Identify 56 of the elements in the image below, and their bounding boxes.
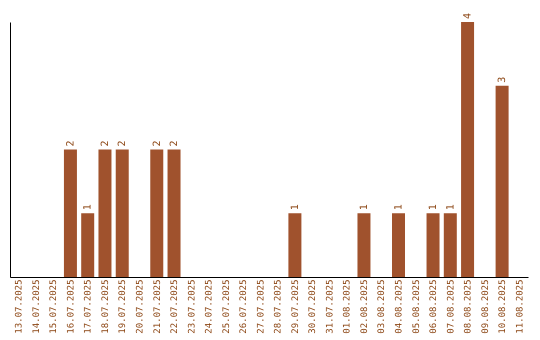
x-tick-label: 19.07.2025 [118,280,128,334]
bar [444,213,457,277]
x-tick-label: 04.08.2025 [394,280,404,334]
bar [116,150,129,277]
x-tick-label: 24.07.2025 [204,280,215,334]
data-label: 2 [100,140,111,146]
data-label: 1 [428,204,440,210]
bar [357,213,370,277]
data-label: 2 [117,140,128,146]
data-label: 1 [445,204,456,210]
x-tick-label: 26.07.2025 [239,280,250,334]
x-tick-label: 07.08.2025 [446,280,456,334]
bar [426,213,440,277]
bar [461,22,474,277]
x-tick-label: 30.07.2025 [308,280,318,334]
x-tick-label: 16.07.2025 [66,280,76,334]
data-label: 1 [394,204,404,210]
bar [64,150,77,277]
x-tick-label: 05.08.2025 [412,280,422,334]
x-tick-label: 23.07.2025 [187,280,198,334]
bar [288,213,302,277]
x-tick-label: 20.07.2025 [136,280,146,334]
data-label: 1 [358,204,370,210]
bar [81,213,94,277]
x-tick-label: 08.08.2025 [464,280,474,334]
x-tick-label: 03.08.2025 [377,280,388,334]
data-label: 2 [65,140,76,146]
bar [98,150,112,277]
x-tick-label: 18.07.2025 [100,280,111,334]
x-tick-label: 06.08.2025 [429,280,440,334]
x-tick-label: 17.07.2025 [84,280,94,334]
bar [168,150,181,277]
data-label: 2 [152,140,163,146]
x-tick-label: 14.07.2025 [32,280,42,334]
data-label: 2 [169,140,180,146]
x-tick-label: 13.07.2025 [14,280,25,334]
x-tick-label: 11.08.2025 [515,280,526,334]
x-tick-label: 25.07.2025 [222,280,232,334]
data-label: 1 [82,204,94,210]
x-tick-label: 02.08.2025 [360,280,370,334]
x-tick-label: 27.07.2025 [256,280,266,334]
bar [150,150,164,277]
data-label: 4 [462,12,474,19]
x-tick-label: 31.07.2025 [325,280,336,334]
x-tick-label: 22.07.2025 [170,280,180,334]
bar [496,86,509,277]
x-tick-label: 01.08.2025 [342,280,353,334]
x-tick-label: 21.07.2025 [152,280,163,334]
x-tick-label: 29.07.2025 [290,280,301,334]
data-label: 3 [497,76,508,83]
bar [392,213,405,277]
data-label: 1 [290,204,301,210]
x-tick-label: 28.07.2025 [274,280,284,334]
x-tick-label: 10.08.2025 [498,280,508,334]
x-tick-label: 09.08.2025 [480,280,491,334]
x-tick-label: 15.07.2025 [49,280,60,334]
